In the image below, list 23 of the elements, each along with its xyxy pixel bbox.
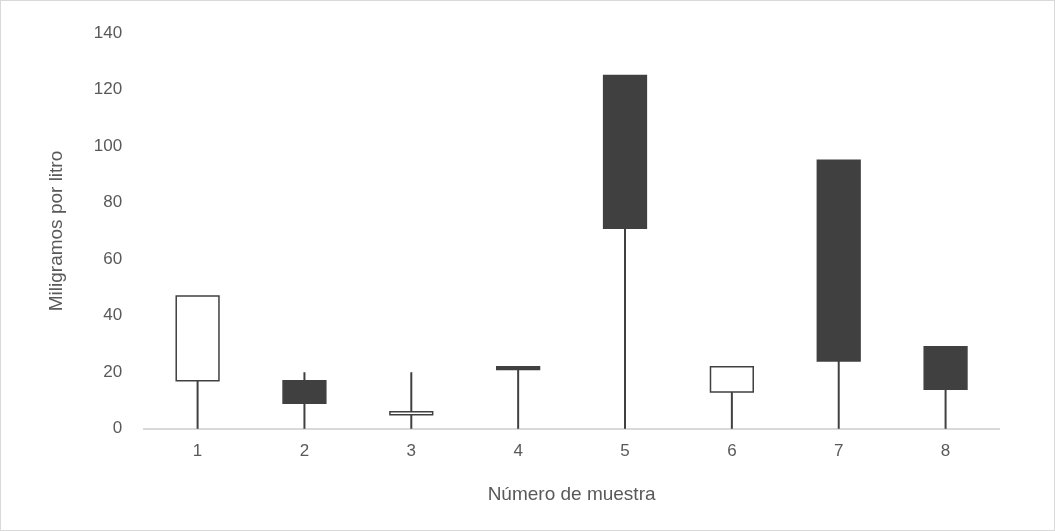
y-tick-label: 80 — [103, 192, 123, 212]
x-tick-label: 4 — [513, 440, 523, 460]
x-tick-label: 3 — [406, 440, 417, 460]
candlestick — [175, 295, 220, 430]
y-tick-label: 60 — [103, 248, 123, 268]
x-tick-label: 2 — [299, 440, 310, 460]
y-tick-label: 100 — [93, 135, 123, 155]
y-tick-label: 40 — [103, 305, 123, 325]
candlestick — [816, 159, 861, 430]
candlestick — [709, 365, 754, 430]
x-tick-label: 5 — [620, 440, 630, 460]
x-tick-label: 7 — [833, 440, 844, 460]
y-axis-title: Miligramos por litro — [44, 150, 66, 312]
candlestick — [602, 74, 648, 430]
x-tick-label: 1 — [192, 440, 203, 460]
x-tick-label: 6 — [727, 440, 737, 460]
y-tick-label: 20 — [103, 361, 123, 381]
y-tick-label: 120 — [93, 79, 123, 99]
y-tick-label: 140 — [93, 22, 123, 42]
x-tick-label: 8 — [940, 440, 951, 460]
x-axis-title: Número de muestra — [487, 482, 656, 504]
y-tick-label: 0 — [112, 418, 123, 438]
candlestick — [923, 346, 968, 430]
